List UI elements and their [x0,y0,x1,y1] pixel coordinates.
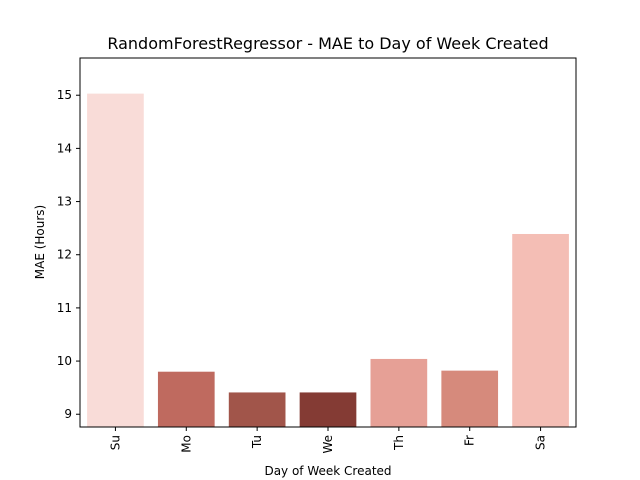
x-tick-label-sa: Sa [534,435,548,450]
x-axis-label: Day of Week Created [264,464,391,478]
plot-frame [79,57,577,428]
x-tick-label-mo: Mo [179,435,193,453]
x-tick-label-su: Su [108,435,122,450]
x-tick-label-th: Th [392,435,406,451]
bar-we [299,392,357,427]
x-tick-label-we: We [321,435,335,454]
y-axis-label: MAE (Hours) [33,205,47,279]
y-axis: 9 10 11 12 13 14 15 [57,88,80,421]
x-tick-label-fr: Fr [463,435,477,446]
bar-su [87,93,144,428]
y-tick-label: 10 [57,354,72,368]
x-tick-label-tu: Tu [250,435,264,449]
bar-tu [228,392,286,427]
y-tick-label: 15 [57,88,72,102]
bar-sa [512,233,569,427]
bar-fr [441,370,499,427]
y-tick-label: 14 [57,141,72,155]
y-tick-label: 9 [64,407,72,421]
x-axis: Su Mo Tu We Th Fr Sa [108,427,548,454]
y-tick-label: 12 [57,248,72,262]
chart-title: RandomForestRegressor - MAE to Day of We… [107,34,548,53]
bar-mo [157,371,215,427]
y-tick-label: 11 [57,301,72,315]
bar-th [370,358,428,427]
y-tick-label: 13 [57,195,72,209]
bars-group [87,93,569,428]
